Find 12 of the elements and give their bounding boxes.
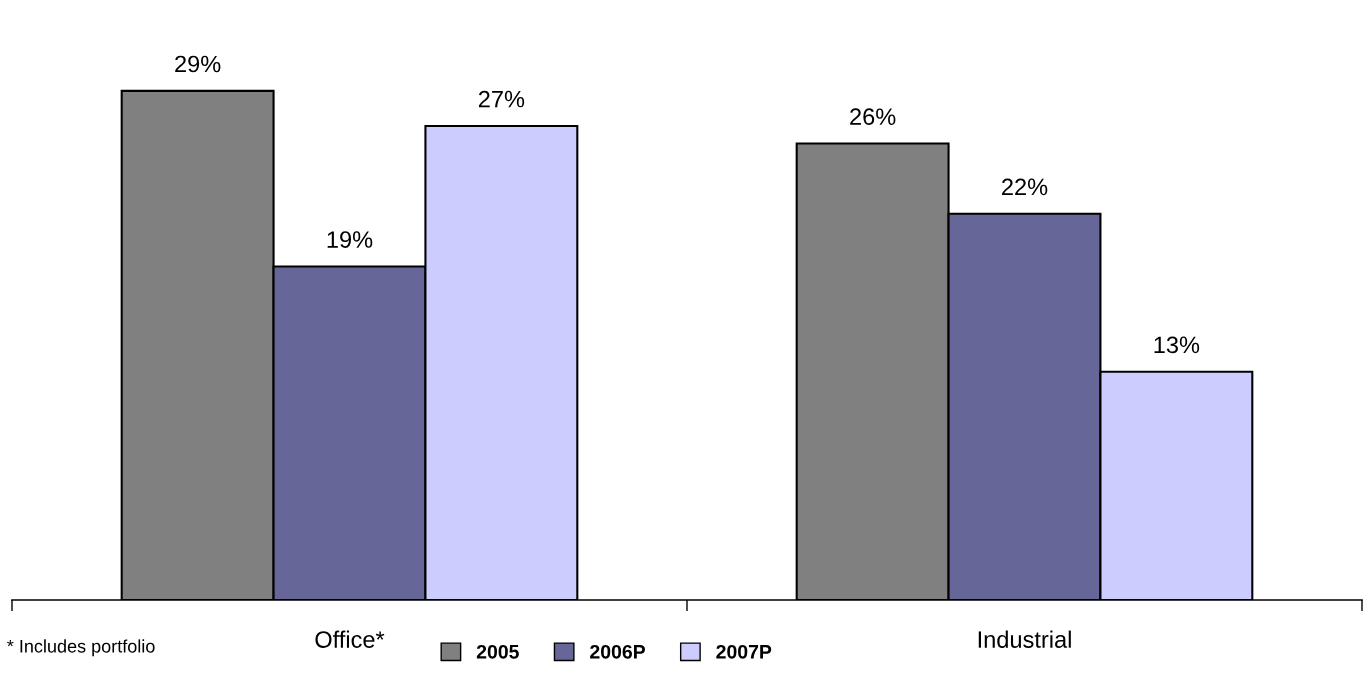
- x-tick-label: Office*: [315, 630, 385, 648]
- legend-label: 2007P: [716, 644, 772, 659]
- data-label: 22%: [1002, 178, 1048, 196]
- x-tick-label: Industrial: [978, 630, 1071, 648]
- legend-label: 2006P: [590, 644, 645, 659]
- data-label: 19%: [327, 231, 373, 248]
- legend-label: 2005: [476, 644, 519, 659]
- data-label: 27%: [478, 90, 525, 108]
- text: * Includes portfolio: [7, 639, 155, 657]
- data-label: 29%: [175, 55, 221, 73]
- data-label: 26%: [850, 108, 896, 126]
- data-label: 13%: [1154, 336, 1200, 354]
